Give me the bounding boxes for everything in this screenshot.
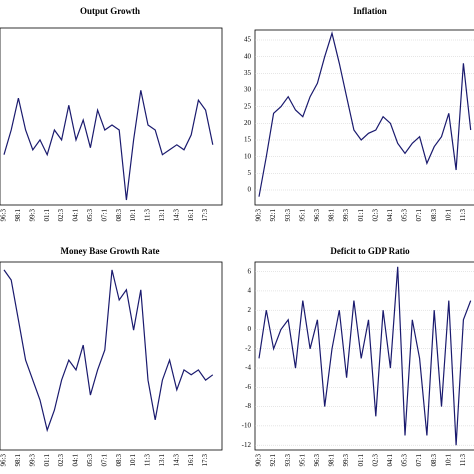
x-tick-label: 08:3 [430,209,438,222]
y-tick-label: 45 [244,36,252,44]
y-tick-label: -2 [245,344,251,352]
x-tick-label: 05:3 [401,454,409,467]
x-tick-label: 14:3 [172,209,180,222]
x-tick-label: 99:3 [28,454,36,467]
x-tick-label: 98:1 [14,454,22,467]
x-tick-label: 08:3 [115,209,123,222]
x-tick-label: 04:1 [72,209,80,222]
x-tick-label: 98:1 [14,209,22,222]
x-tick-label: 04:1 [386,209,394,222]
y-tick-label: 35 [244,69,252,77]
x-tick-label: 01:1 [43,209,51,222]
plot-frame [254,261,474,451]
x-tick-label: 05:3 [401,209,409,222]
x-tick-label: 02:3 [57,454,65,467]
x-tick-label: 11:3 [459,454,467,467]
x-tick-label: 17:3 [201,209,209,222]
data-line [3,90,214,201]
x-tick-label: 07:1 [100,454,108,467]
data-line [258,31,472,197]
data-line [258,266,472,446]
x-tick-label: 02:3 [57,209,65,222]
y-tick-label: 20 [244,119,252,127]
x-tick-label: 11:3 [459,209,467,222]
plot-frame [254,29,474,206]
x-tick-label: 13:1 [158,454,166,467]
y-tick-label: 0 [248,186,252,194]
y-tick-label: 30 [244,86,252,94]
x-tick-label: 13:1 [158,209,166,222]
x-tick-label: 96:3 [313,209,321,222]
y-tick-label: -8 [245,402,251,410]
y-tick-label: -4 [245,364,251,372]
y-tick-label: 6 [248,267,252,275]
x-tick-label: 90:3 [255,209,263,222]
x-tick-label: 99:3 [342,454,350,467]
x-tick-label: 10:1 [129,454,137,467]
y-tick-label: -10 [242,422,252,430]
x-tick-label: 90:3 [255,454,263,467]
y-tick-label: 25 [244,102,252,110]
y-tick-label: 10 [244,152,252,160]
y-tick-label: 40 [244,52,252,60]
x-tick-label: 98:1 [328,209,336,222]
chart-title: Money Base Growth Rate [60,246,159,256]
x-tick-label: 17:3 [201,454,209,467]
data-line [3,269,214,433]
x-tick-label: 10:1 [444,454,452,467]
x-tick-label: 02:3 [371,209,379,222]
x-tick-label: 95:1 [298,209,306,222]
y-tick-label: -12 [242,441,252,449]
plot-frame [0,261,223,451]
y-tick-label: -6 [245,383,251,391]
x-tick-label: 14:3 [172,454,180,467]
x-tick-label: 99:3 [28,209,36,222]
y-tick-label: 5 [248,169,252,177]
chart-title: Inflation [353,6,387,16]
x-tick-label: 99:3 [342,209,350,222]
x-tick-label: 04:1 [386,454,394,467]
x-tick-label: 10:1 [129,209,137,222]
x-tick-label: 92:1 [269,209,277,222]
chart-title: Output Growth [80,6,140,16]
x-tick-label: 07:1 [100,209,108,222]
x-tick-label: 16:1 [187,209,195,222]
x-tick-label: 07:1 [415,209,423,222]
x-tick-label: 16:1 [187,454,195,467]
plot-frame [0,27,223,206]
y-tick-label: 15 [244,136,252,144]
x-tick-label: 05:3 [86,209,94,222]
y-tick-label: 4 [248,287,252,295]
x-tick-label: 11:3 [144,209,152,222]
x-tick-label: 02:3 [371,454,379,467]
x-tick-label: 07:1 [415,454,423,467]
x-tick-label: 93:3 [284,454,292,467]
x-tick-label: 08:3 [430,454,438,467]
x-tick-label: 98:1 [328,454,336,467]
y-tick-label: 0 [248,325,252,333]
chart-title: Deficit to GDP Ratio [330,246,410,256]
x-tick-label: 92:1 [269,454,277,467]
x-tick-label: 11:3 [144,454,152,467]
x-tick-label: 96:3 [313,454,321,467]
x-tick-label: 96:3 [0,209,8,222]
x-tick-label: 01:1 [357,454,365,467]
x-tick-label: 93:3 [284,209,292,222]
x-tick-label: 95:1 [298,454,306,467]
x-tick-label: 10:1 [444,209,452,222]
x-tick-label: 01:1 [357,209,365,222]
x-tick-label: 96:3 [0,454,8,467]
y-tick-label: 2 [248,306,252,314]
x-tick-label: 05:3 [86,454,94,467]
x-tick-label: 08:3 [115,454,123,467]
x-tick-label: 04:1 [72,454,80,467]
x-tick-label: 01:1 [43,454,51,467]
